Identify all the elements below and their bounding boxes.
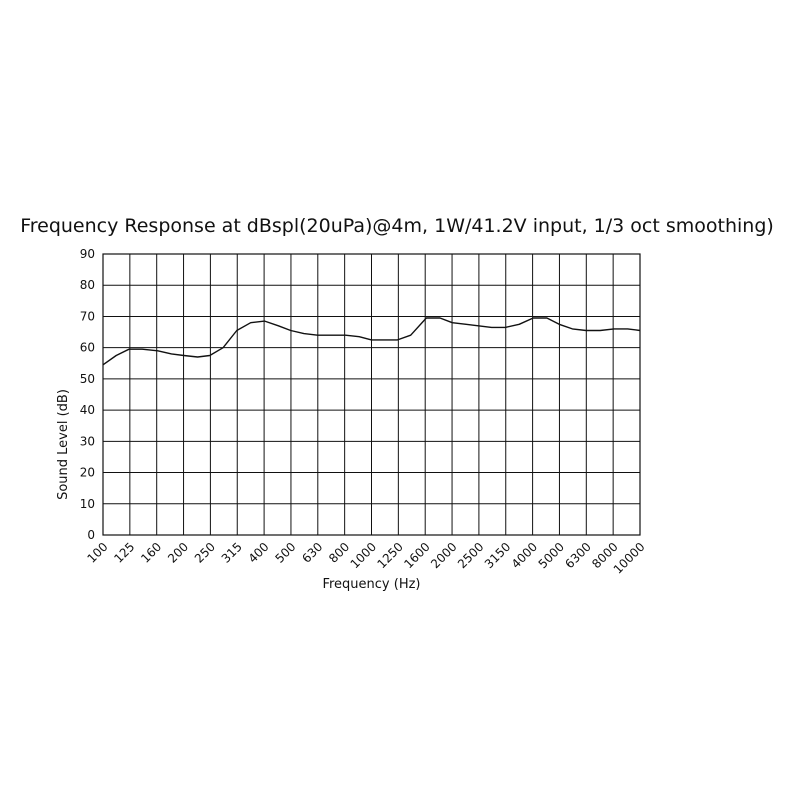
x-tick-label: 315 [219,540,245,566]
x-axis-ticks: 100 125 160 200 250 315 400 500 630 8001000125016… [84,540,647,577]
x-tick-label: 1600 [401,540,432,571]
y-tick-label: 40 [80,403,95,417]
y-tick-label: 10 [80,497,95,511]
x-tick-label: 630 [299,540,325,566]
x-tick-label: 1000 [348,540,379,571]
y-tick-label: 80 [80,278,95,292]
x-tick-label: 400 [246,540,272,566]
x-tick-label: 100 [84,540,110,566]
x-tick-label: 1250 [374,540,405,571]
x-tick-label: 125 [111,540,137,566]
x-tick-label: 500 [272,540,298,566]
x-tick-label: 200 [165,540,191,566]
y-axis-label: Sound Level (dB) [56,389,71,500]
y-tick-label: 30 [80,434,95,448]
x-tick-label: 5000 [536,540,567,571]
y-tick-label: 50 [80,372,95,386]
x-tick-label: 2000 [428,540,459,571]
y-tick-label: 20 [80,466,95,480]
x-tick-label: 6300 [562,540,593,571]
chart-title: Frequency Response at dBspl(20uPa)@4m, 1… [20,215,774,237]
y-axis-ticks: 0 10 20 30 40 50 60 70 80 90 [80,247,95,542]
grid-lines [103,254,640,535]
x-tick-label: 250 [192,540,218,566]
x-tick-label: 3150 [482,540,513,571]
y-tick-label: 90 [80,247,95,261]
y-tick-label: 70 [80,309,95,323]
x-tick-label: 160 [138,540,164,566]
x-tick-label: 4000 [509,540,540,571]
x-axis-label: Frequency (Hz) [322,577,420,592]
x-tick-label: 2500 [455,540,486,571]
y-tick-label: 60 [80,341,95,355]
y-tick-label: 0 [87,528,95,542]
